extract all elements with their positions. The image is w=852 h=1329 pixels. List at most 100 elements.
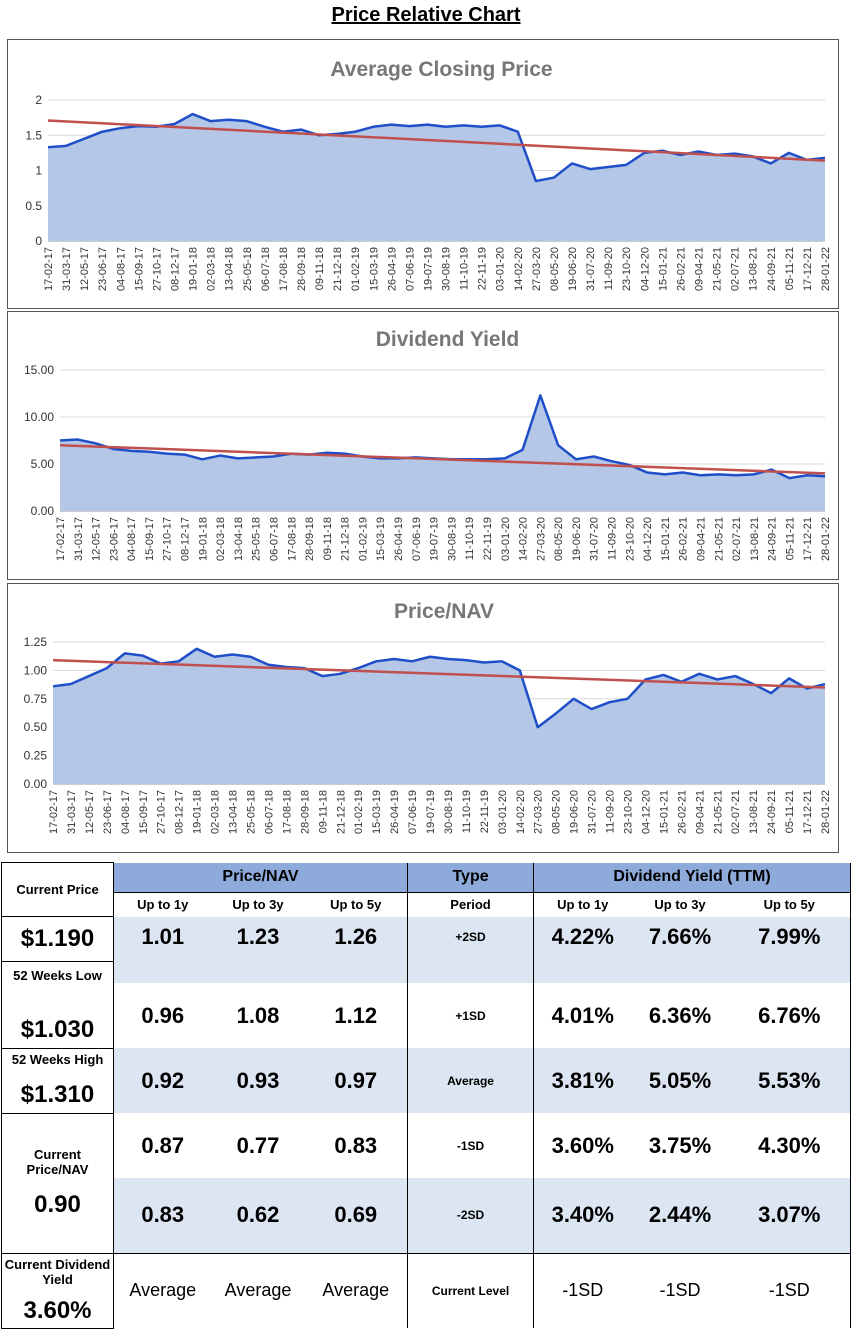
y-tick-label: 0.00: [24, 777, 48, 791]
x-tick-label: 17-08-18: [286, 517, 298, 561]
dy-up3y-minus1sd: 3.75%: [648, 1132, 712, 1158]
x-tick-label: 21-05-21: [712, 247, 724, 291]
x-tick-label: 08-05-20: [553, 517, 565, 561]
spacer: [305, 957, 408, 983]
x-tick-label: 13-04-18: [233, 517, 245, 561]
x-tick-label: 11-10-19: [461, 790, 473, 833]
low-52w-value: $1.030: [20, 1015, 95, 1043]
pn-up5y-plus1sd: 1.12: [334, 1002, 378, 1028]
x-tick-label: 22-11-19: [479, 790, 491, 833]
dy-up3y-plus2sd: 7.66%: [648, 923, 712, 949]
x-tick-label: 23-10-20: [623, 790, 635, 834]
x-tick-label: 17-02-17: [48, 790, 60, 834]
dy-up1y-plus2sd: 4.22%: [551, 923, 614, 949]
footer-dy-up5y: -1SD: [728, 1252, 852, 1328]
period-average: Average: [407, 1048, 535, 1113]
x-tick-label: 02-07-21: [730, 247, 742, 291]
subheader-dy-up-to-5y: Up to 5y: [728, 892, 852, 917]
x-tick-label: 15-01-21: [657, 247, 669, 291]
x-tick-label: 11-09-20: [605, 790, 617, 833]
dy-up1y-minus1sd: 3.60%: [551, 1132, 614, 1158]
x-tick-label: 04-08-17: [115, 247, 127, 291]
x-tick-label: 25-05-18: [245, 790, 257, 834]
period-plus2sd: +2SD: [407, 916, 535, 958]
x-tick-label: 24-09-21: [766, 247, 778, 291]
x-tick-label: 04-12-20: [639, 247, 651, 291]
x-tick-label: 23-06-17: [102, 790, 114, 834]
x-tick-label: 28-01-22: [820, 517, 832, 561]
x-tick-label: 02-03-18: [215, 517, 227, 561]
x-tick-label: 05-11-21: [784, 517, 796, 560]
pn-up3y-plus2sd: 1.23: [236, 923, 280, 949]
footer-pn-up5y: Average: [304, 1252, 408, 1328]
x-tick-label: 23-10-20: [624, 517, 636, 561]
spacer: [407, 957, 535, 983]
x-tick-label: 30-08-19: [441, 247, 453, 291]
x-tick-label: 11-09-20: [607, 517, 619, 560]
pn-up1y-plus1sd: 0.96: [141, 1002, 185, 1028]
x-tick-label: 13-04-18: [224, 247, 236, 291]
pn-up3y-minus2sd: 0.62: [236, 1202, 280, 1228]
chart-title: Dividend Yield: [376, 328, 520, 351]
series-area: [60, 395, 825, 511]
x-tick-label: 15-03-19: [375, 517, 387, 561]
x-tick-label: 31-03-17: [66, 790, 78, 834]
y-tick-label: 0.5: [25, 199, 42, 213]
x-tick-label: 07-06-19: [411, 517, 423, 561]
x-tick-label: 28-09-18: [296, 247, 308, 291]
footer-pn-up3y: Average: [211, 1252, 305, 1328]
x-tick-label: 08-12-17: [180, 517, 192, 561]
y-tick-label: 1: [35, 164, 42, 178]
x-tick-label: 25-05-18: [242, 247, 254, 291]
trend-line: [52, 658, 826, 689]
x-tick-label: 27-03-20: [533, 790, 545, 834]
x-tick-label: 26-04-19: [386, 247, 398, 291]
pn-up3y-minus1sd: 0.77: [236, 1132, 280, 1158]
x-tick-label: 26-02-21: [676, 790, 688, 834]
x-tick-label: 06-07-18: [268, 517, 280, 561]
x-tick-label: 28-01-22: [820, 790, 832, 834]
trend-line: [47, 119, 826, 162]
price-nav-header: Price/NAV: [112, 862, 408, 893]
x-tick-label: 13-08-21: [749, 517, 761, 561]
x-tick-label: 30-08-19: [443, 790, 455, 834]
spacer: [212, 957, 305, 983]
x-tick-label: 19-07-19: [425, 790, 437, 834]
x-tick-label: 21-12-18: [340, 517, 352, 561]
spacer: [534, 957, 632, 983]
x-tick-label: 08-12-17: [169, 247, 181, 291]
pn-up3y-plus1sd: 1.08: [236, 1002, 280, 1028]
x-tick-label: 26-04-19: [393, 517, 405, 561]
x-tick-label: 11-10-19: [459, 247, 471, 290]
high-52w-value: $1.310: [20, 1081, 95, 1108]
x-tick-label: 02-07-21: [731, 517, 743, 561]
closing-price-svg: Average Closing Price 0 0.5 1 1.5 2 17-02-17 31…: [25, 58, 832, 291]
x-tick-label: 08-05-20: [549, 247, 561, 291]
x-tick-label: 09-04-21: [695, 517, 707, 561]
x-tick-label: 04-12-20: [640, 790, 652, 834]
x-tick-label: 31-07-20: [587, 790, 599, 834]
y-tick-label: 0: [35, 234, 42, 248]
y-tick-label: 15.00: [24, 363, 54, 377]
series-area: [53, 648, 825, 784]
x-tick-label: 15-09-17: [144, 517, 156, 561]
low-52w-label: 52 Weeks Low: [2, 961, 113, 983]
x-tick-label: 17-12-21: [802, 517, 814, 561]
x-tick-label: 11-09-20: [603, 247, 615, 290]
x-tick-label: 25-05-18: [251, 517, 263, 561]
x-tick-label: 17-02-17: [43, 247, 55, 291]
y-tick-label: 10.00: [24, 410, 54, 424]
price-nav-chart: Price/NAV 0.00 0.25 0.50 0.75 1.00 1.25 17-02-1…: [7, 583, 839, 853]
series-line: [52, 647, 826, 729]
x-tick-label: 23-06-17: [108, 517, 120, 561]
subheader-dy-up-to-3y: Up to 3y: [654, 897, 706, 913]
x-tick-label: 17-08-18: [278, 247, 290, 291]
price-nav-svg: Price/NAV 0.00 0.25 0.50 0.75 1.00 1.25 17-02-1…: [24, 600, 832, 834]
x-tick-label: 14-02-20: [518, 517, 530, 561]
x-tick-label: 31-03-17: [73, 517, 85, 561]
series-area: [48, 114, 825, 241]
x-tick-label: 30-08-19: [446, 517, 458, 561]
dy-up5y-plus2sd: 7.99%: [728, 916, 852, 958]
x-tick-label: 17-02-17: [55, 517, 67, 561]
x-tick-label: 31-03-17: [61, 247, 73, 291]
